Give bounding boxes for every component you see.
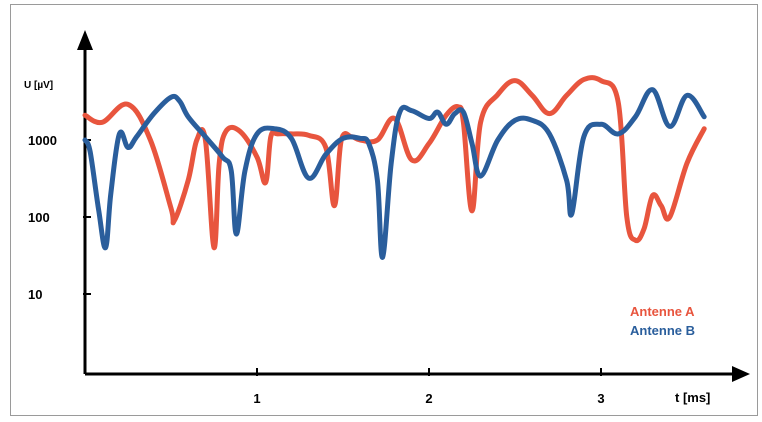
legend-antenne-b: Antenne B: [630, 323, 695, 338]
x-tick-label: 3: [597, 391, 604, 406]
y-axis-arrow: [77, 30, 93, 50]
x-axis-label: t [ms]: [675, 390, 710, 405]
y-tick-label: 1000: [28, 133, 57, 148]
axes: [77, 30, 750, 382]
x-tick-label: 2: [425, 391, 432, 406]
y-tick-label: 10: [28, 287, 42, 302]
series-line-antenne-b: [82, 87, 707, 260]
chart-frame: 1 2 3 10 100 1000 U [µV] t [ms] Antenne A Antenne…: [10, 4, 758, 416]
series-line-antenne-a: [82, 75, 707, 251]
x-axis-arrow: [732, 366, 750, 382]
labels: 1 2 3 10 100 1000 U [µV] t [ms] Antenne A Antenne…: [24, 80, 710, 406]
line-chart: 1 2 3 10 100 1000 U [µV] t [ms] Antenne A Antenne…: [10, 4, 758, 416]
chart-border: [10, 4, 758, 416]
series-layer: [82, 75, 707, 260]
legend-antenne-a: Antenne A: [630, 304, 695, 319]
y-tick-label: 100: [28, 210, 50, 225]
x-tick-label: 1: [253, 391, 260, 406]
y-axis-label: U [µV]: [24, 80, 53, 91]
